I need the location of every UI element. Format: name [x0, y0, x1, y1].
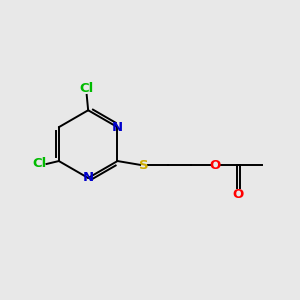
Text: O: O: [232, 188, 244, 201]
Text: Cl: Cl: [80, 82, 94, 95]
Text: N: N: [112, 121, 123, 134]
Text: O: O: [209, 159, 220, 172]
Text: S: S: [139, 159, 149, 172]
Text: Cl: Cl: [33, 158, 47, 170]
Text: N: N: [82, 172, 94, 184]
